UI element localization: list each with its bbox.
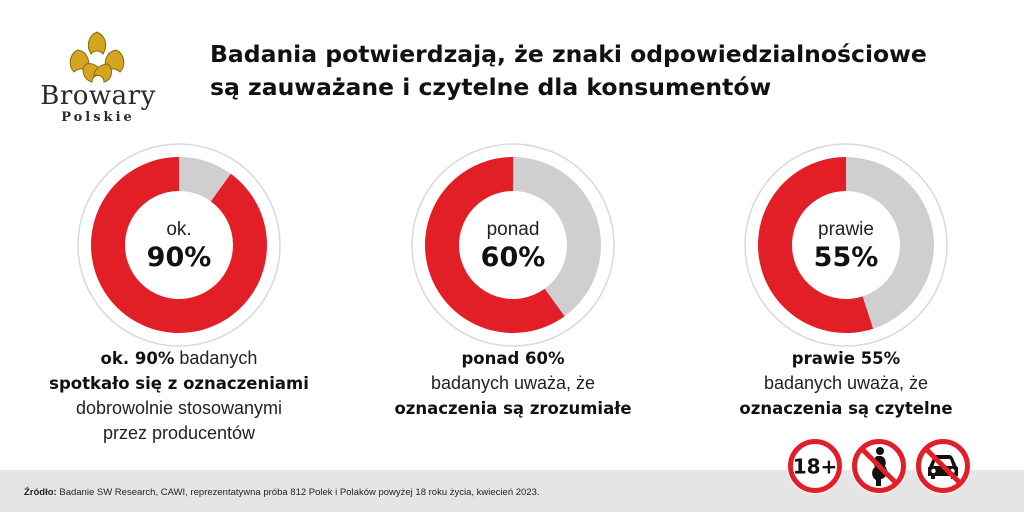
caption-3: prawie 55% badanych uważa, że oznaczenia… [696, 346, 996, 421]
logo-wordmark: Browary [40, 81, 156, 111]
caption-line: badanych uważa, że [430, 373, 596, 393]
donut-value: 60% [480, 242, 546, 273]
donut-center-1: ok. 90% [77, 143, 281, 347]
donut-center-2: ponad 60% [411, 143, 615, 347]
age-18-plus-icon: 18+ [787, 438, 843, 494]
caption-highlight: ponad 60% [461, 349, 565, 368]
donut-chart-2: ponad 60% [411, 143, 615, 347]
title-line-2: są zauważane i czytelne dla konsumentów [210, 73, 772, 101]
caption-line: oznaczenia są czytelne [696, 396, 996, 421]
donut-prefix: ponad [486, 219, 540, 240]
source-label: Źródło: [24, 487, 57, 498]
hop-leaves-icon [69, 31, 125, 83]
donut-value: 90% [146, 242, 212, 273]
caption-line: spotkało się z oznaczeniami [29, 371, 329, 396]
caption-highlight: ok. 90% [100, 349, 175, 368]
caption-line: ok. 90% badanych [29, 346, 329, 371]
caption-line: przez producentów [102, 423, 256, 443]
page-title: Badania potwierdzają, że znaki odpowiedz… [210, 38, 990, 104]
brand-logo: Browary Polskie [28, 22, 168, 132]
caption-highlight: oznaczenia są czytelne [739, 399, 953, 418]
logo-subtitle: Polskie [61, 110, 135, 125]
no-pregnant-icon [851, 438, 907, 494]
donut-prefix: prawie [818, 219, 874, 240]
donut-chart-1: ok. 90% [77, 143, 281, 347]
caption-line: dobrowolnie stosowanymi [75, 398, 283, 418]
donut-svg-2 [411, 143, 615, 347]
source-note: Źródło: Badanie SW Research, CAWI, repre… [24, 487, 540, 498]
caption-text: badanych [174, 348, 258, 368]
donut-value: 55% [813, 242, 879, 273]
caption-highlight: spotkało się z oznaczeniami [49, 374, 309, 393]
donut-slice-primary [758, 157, 874, 333]
donut-slice-remainder [513, 157, 601, 317]
caption-highlight: prawie 55% [791, 349, 901, 368]
caption-line: ponad 60% [363, 346, 663, 371]
donut-slice-primary [90, 157, 267, 333]
source-text: Badanie SW Research, CAWI, reprezentatyw… [56, 487, 540, 498]
title-line-1: Badania potwierdzają, że znaki odpowiedz… [210, 40, 927, 68]
donut-svg-3 [744, 143, 948, 347]
age-sign-text: 18+ [793, 455, 838, 479]
donut-chart-3: prawie 55% [744, 143, 948, 347]
caption-1: ok. 90% badanych spotkało się z oznaczen… [29, 346, 329, 446]
caption-2: ponad 60% badanych uważa, że oznaczenia … [363, 346, 663, 421]
caption-line: oznaczenia są zrozumiałe [363, 396, 663, 421]
donut-svg-1 [77, 143, 281, 347]
donut-prefix: ok. [166, 219, 192, 240]
caption-line: prawie 55% [696, 346, 996, 371]
no-driving-icon [915, 438, 971, 494]
donut-center-3: prawie 55% [744, 143, 948, 347]
donut-slice-primary [425, 157, 565, 333]
caption-highlight: oznaczenia są zrozumiałe [394, 399, 632, 418]
caption-line: badanych uważa, że [763, 373, 929, 393]
donut-slice-remainder [179, 157, 231, 202]
donut-slice-remainder [846, 157, 934, 329]
